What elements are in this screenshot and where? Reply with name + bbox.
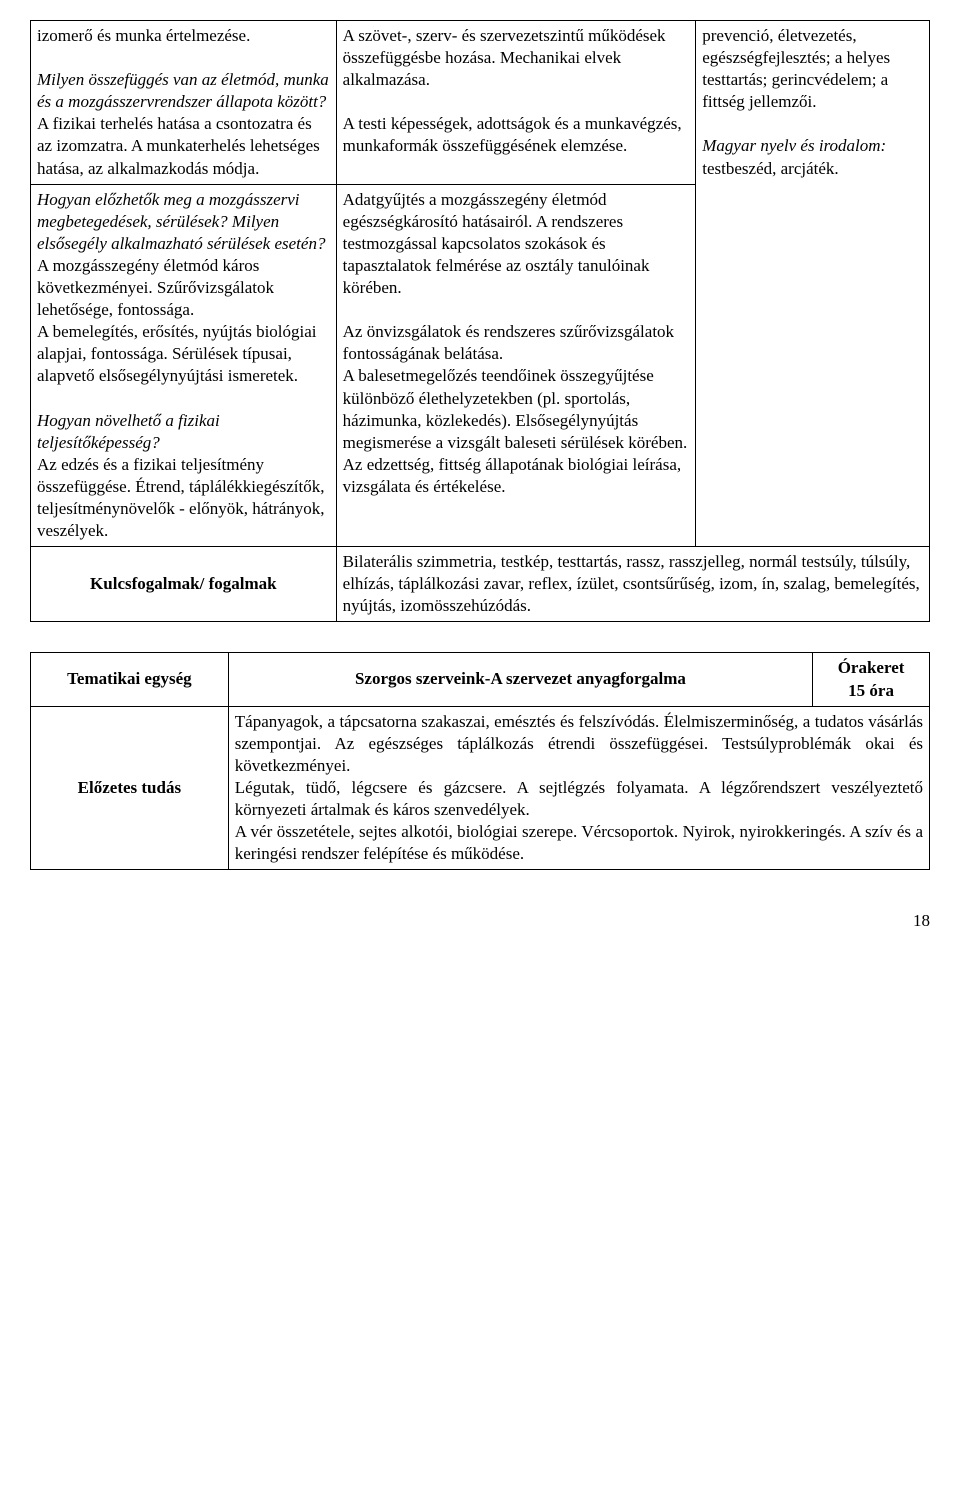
- text-block: Milyen összefüggés van az életmód, munka…: [37, 69, 330, 113]
- text-rest: Az edzés és a fizikai teljesítmény össze…: [37, 455, 325, 540]
- cell-orakeret: Órakeret 15 óra: [813, 653, 930, 706]
- cell-kulcsfogalmak-content: Bilaterális szimmetria, testkép, testtar…: [336, 547, 929, 622]
- text-rest: testbeszéd, arcjáték.: [702, 159, 838, 178]
- spacer: [30, 622, 930, 652]
- text-italic: Hogyan növelhető a fizikai teljesítőképe…: [37, 411, 220, 452]
- text-block: A szövet-, szerv- és szervezetszintű műk…: [343, 25, 690, 91]
- text-block: A fizikai terhelés hatása a csontozatra …: [37, 113, 330, 179]
- table-row: izomerő és munka értelmezése. Milyen öss…: [31, 21, 930, 185]
- text-orakeret-hours: 15 óra: [819, 680, 923, 702]
- text-block: Az önvizsgálatok és rendszeres szűrővizs…: [343, 321, 690, 365]
- text-block: A bemelegítés, erősítés, nyújtás biológi…: [37, 321, 330, 387]
- table-tematikai: Tematikai egység Szorgos szerveink-A sze…: [30, 652, 930, 870]
- text-block: izomerő és munka értelmezése.: [37, 25, 330, 47]
- text-italic: Magyar nyelv és irodalom:: [702, 136, 886, 155]
- cell-r2-a: Hogyan előzhetők meg a mozgásszervi megb…: [31, 184, 337, 547]
- cell-r1-c: prevenció, életvezetés, egészségfejleszt…: [696, 21, 930, 547]
- text-orakeret: Órakeret: [819, 657, 923, 679]
- cell-elozetes-content: Tápanyagok, a tápcsatorna szakaszai, emé…: [228, 706, 929, 870]
- text-block: A vér összetétele, sejtes alkotói, bioló…: [235, 821, 923, 865]
- text-block: A testi képességek, adottságok és a munk…: [343, 113, 690, 157]
- cell-r1-b: A szövet-, szerv- és szervezetszintű műk…: [336, 21, 696, 185]
- cell-tematikai-label: Tematikai egység: [31, 653, 229, 706]
- text-rest: A mozgásszegény életmód káros következmé…: [37, 256, 274, 319]
- text-block: Hogyan növelhető a fizikai teljesítőképe…: [37, 410, 330, 543]
- text-block: Légutak, tüdő, légcsere és gázcsere. A s…: [235, 777, 923, 821]
- cell-r2-b: Adatgyűjtés a mozgásszegény életmód egés…: [336, 184, 696, 547]
- text-block: A balesetmegelőzés teendőinek összegyűjt…: [343, 365, 690, 453]
- text-block: Az edzettség, fittség állapotának biológ…: [343, 454, 690, 498]
- cell-r1-a: izomerő és munka értelmezése. Milyen öss…: [31, 21, 337, 185]
- cell-tematikai-title: Szorgos szerveink-A szervezet anyagforga…: [228, 653, 812, 706]
- page-number: 18: [30, 910, 930, 932]
- text-block: Adatgyűjtés a mozgásszegény életmód egés…: [343, 189, 690, 299]
- text-block: prevenció, életvezetés, egészségfejleszt…: [702, 25, 923, 113]
- table-main: izomerő és munka értelmezése. Milyen öss…: [30, 20, 930, 622]
- cell-elozetes-label: Előzetes tudás: [31, 706, 229, 870]
- text-block: Magyar nyelv és irodalom: testbeszéd, ar…: [702, 135, 923, 179]
- table-row: Kulcsfogalmak/ fogalmak Bilaterális szim…: [31, 547, 930, 622]
- text-italic: Hogyan előzhetők meg a mozgásszervi megb…: [37, 190, 325, 253]
- table-row: Előzetes tudás Tápanyagok, a tápcsatorna…: [31, 706, 930, 870]
- table-row: Tematikai egység Szorgos szerveink-A sze…: [31, 653, 930, 706]
- text-block: Tápanyagok, a tápcsatorna szakaszai, emé…: [235, 711, 923, 777]
- cell-kulcsfogalmak-label: Kulcsfogalmak/ fogalmak: [31, 547, 337, 622]
- text-block: Hogyan előzhetők meg a mozgásszervi megb…: [37, 189, 330, 322]
